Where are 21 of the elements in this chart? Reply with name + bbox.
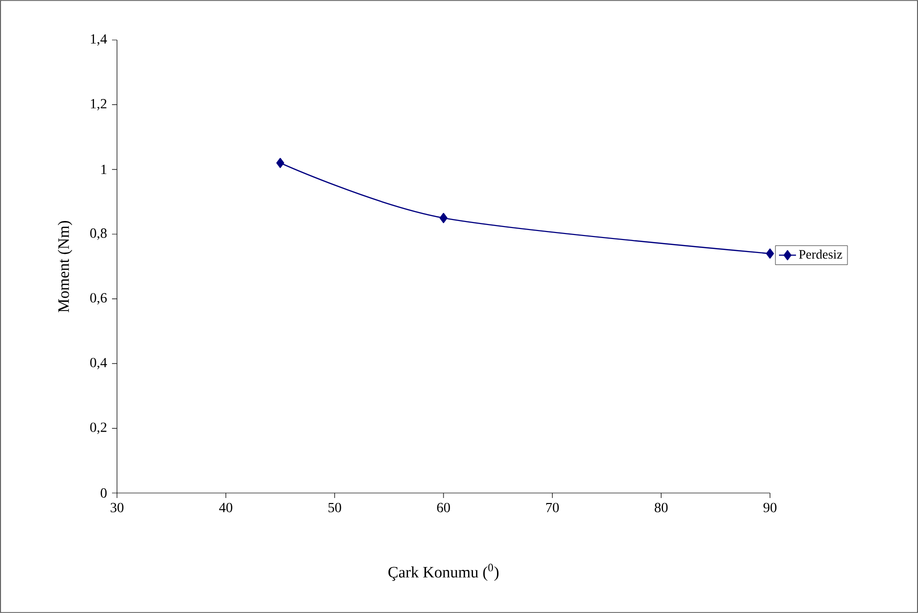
x-tick-label: 40 [219, 502, 232, 512]
y-tick-label: 0,4 [90, 358, 107, 370]
y-tick-label: 0,6 [90, 293, 107, 305]
y-tick-label: 0 [100, 488, 107, 498]
x-tick-label: 90 [763, 502, 776, 512]
y-axis-title: Moment (Nm) [58, 220, 72, 312]
point [766, 248, 774, 259]
x-tick-label: 30 [110, 502, 124, 512]
y-tick-label: 1 [101, 164, 106, 174]
x-tick-label: 60 [437, 502, 450, 512]
x-axis-title: Çark Konumu ($^{0}$) [388, 564, 499, 581]
y-tick-label: 0,8 [90, 228, 107, 240]
point [276, 158, 284, 168]
legend-label: Perdesiz [798, 250, 842, 259]
x-tick-label: 80 [654, 502, 668, 512]
y-tick-label: 1,2 [90, 99, 106, 110]
point [440, 212, 448, 224]
x-tick-label: 50 [328, 502, 342, 512]
y-tick-label: 1,4 [90, 34, 107, 46]
y-tick-label: 0,2 [90, 422, 106, 434]
x-tick-label: 70 [546, 502, 559, 512]
